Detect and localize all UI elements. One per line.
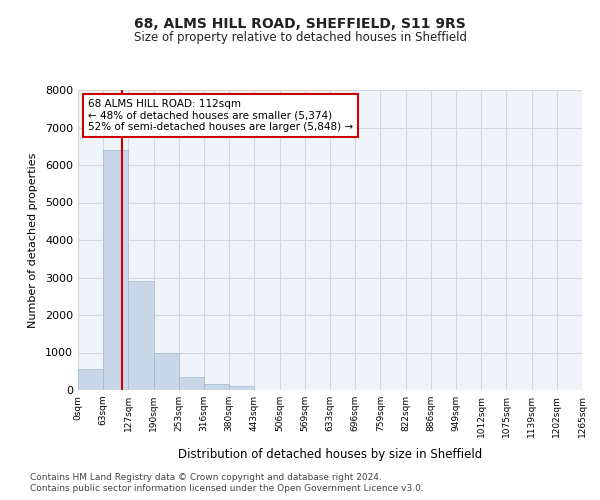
Bar	[179, 376, 204, 390]
Bar	[128, 280, 154, 390]
Text: 68, ALMS HILL ROAD, SHEFFIELD, S11 9RS: 68, ALMS HILL ROAD, SHEFFIELD, S11 9RS	[134, 18, 466, 32]
X-axis label: Distribution of detached houses by size in Sheffield: Distribution of detached houses by size …	[178, 448, 482, 461]
Bar	[204, 384, 229, 390]
Text: Contains public sector information licensed under the Open Government Licence v3: Contains public sector information licen…	[30, 484, 424, 493]
Bar	[154, 353, 179, 390]
Bar	[78, 368, 103, 390]
Bar	[229, 386, 254, 390]
Text: Contains HM Land Registry data © Crown copyright and database right 2024.: Contains HM Land Registry data © Crown c…	[30, 472, 382, 482]
Text: 68 ALMS HILL ROAD: 112sqm
← 48% of detached houses are smaller (5,374)
52% of se: 68 ALMS HILL ROAD: 112sqm ← 48% of detac…	[88, 99, 353, 132]
Y-axis label: Number of detached properties: Number of detached properties	[28, 152, 38, 328]
Text: Size of property relative to detached houses in Sheffield: Size of property relative to detached ho…	[133, 31, 467, 44]
Bar	[103, 150, 128, 390]
